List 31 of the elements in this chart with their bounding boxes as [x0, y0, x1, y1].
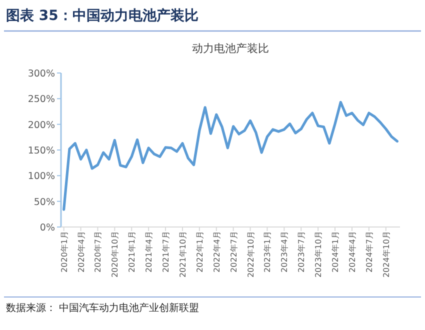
- x-tick-label: 2024年1月: [331, 231, 340, 272]
- y-tick-label: 250%: [28, 94, 55, 106]
- x-tick-label: 2023年4月: [280, 231, 290, 272]
- x-tick-label: 2020年1月: [60, 231, 69, 272]
- y-tick-label: 200%: [28, 120, 55, 131]
- x-tick-label: 2021年1月: [128, 231, 137, 272]
- y-tick-label: 0%: [40, 222, 55, 234]
- x-tick-label: 2024年7月: [364, 231, 374, 272]
- x-tick-label: 2020年4月: [76, 231, 86, 272]
- x-tick-label: 2022年1月: [195, 231, 204, 272]
- x-tick-label: 2023年7月: [297, 231, 306, 272]
- source-note: 数据来源： 中国汽车动力电池产业创新联盟: [6, 302, 200, 314]
- y-tick-label: 150%: [28, 146, 55, 156]
- x-tick-label: 2023年1月: [263, 231, 272, 272]
- x-tick-label: 2022年7月: [229, 231, 238, 272]
- y-tick-label: 100%: [28, 171, 55, 182]
- x-tick-label: 2021年4月: [144, 231, 154, 272]
- x-tick-label: 2020年7月: [94, 231, 103, 272]
- x-tick-label: 2022年4月: [212, 231, 222, 272]
- x-tick-label: 2023年10月: [314, 231, 324, 278]
- line-series: [62, 100, 398, 211]
- x-tick-label: 2022年10月: [246, 231, 256, 278]
- x-tick-label: 2024年4月: [348, 231, 357, 272]
- y-tick-label: 300%: [28, 68, 55, 80]
- x-tick-label: 2020年10月: [110, 231, 120, 278]
- x-tick-label: 2021年7月: [162, 231, 171, 272]
- title: 图表 35：中国动力电池产装比: [6, 8, 198, 24]
- subtitle: 动力电池产装比: [192, 42, 269, 55]
- y-tick-label: 50%: [34, 196, 55, 208]
- x-tick-label: 2024年10月: [382, 231, 391, 278]
- x-tick-label: 2021年10月: [178, 231, 188, 278]
